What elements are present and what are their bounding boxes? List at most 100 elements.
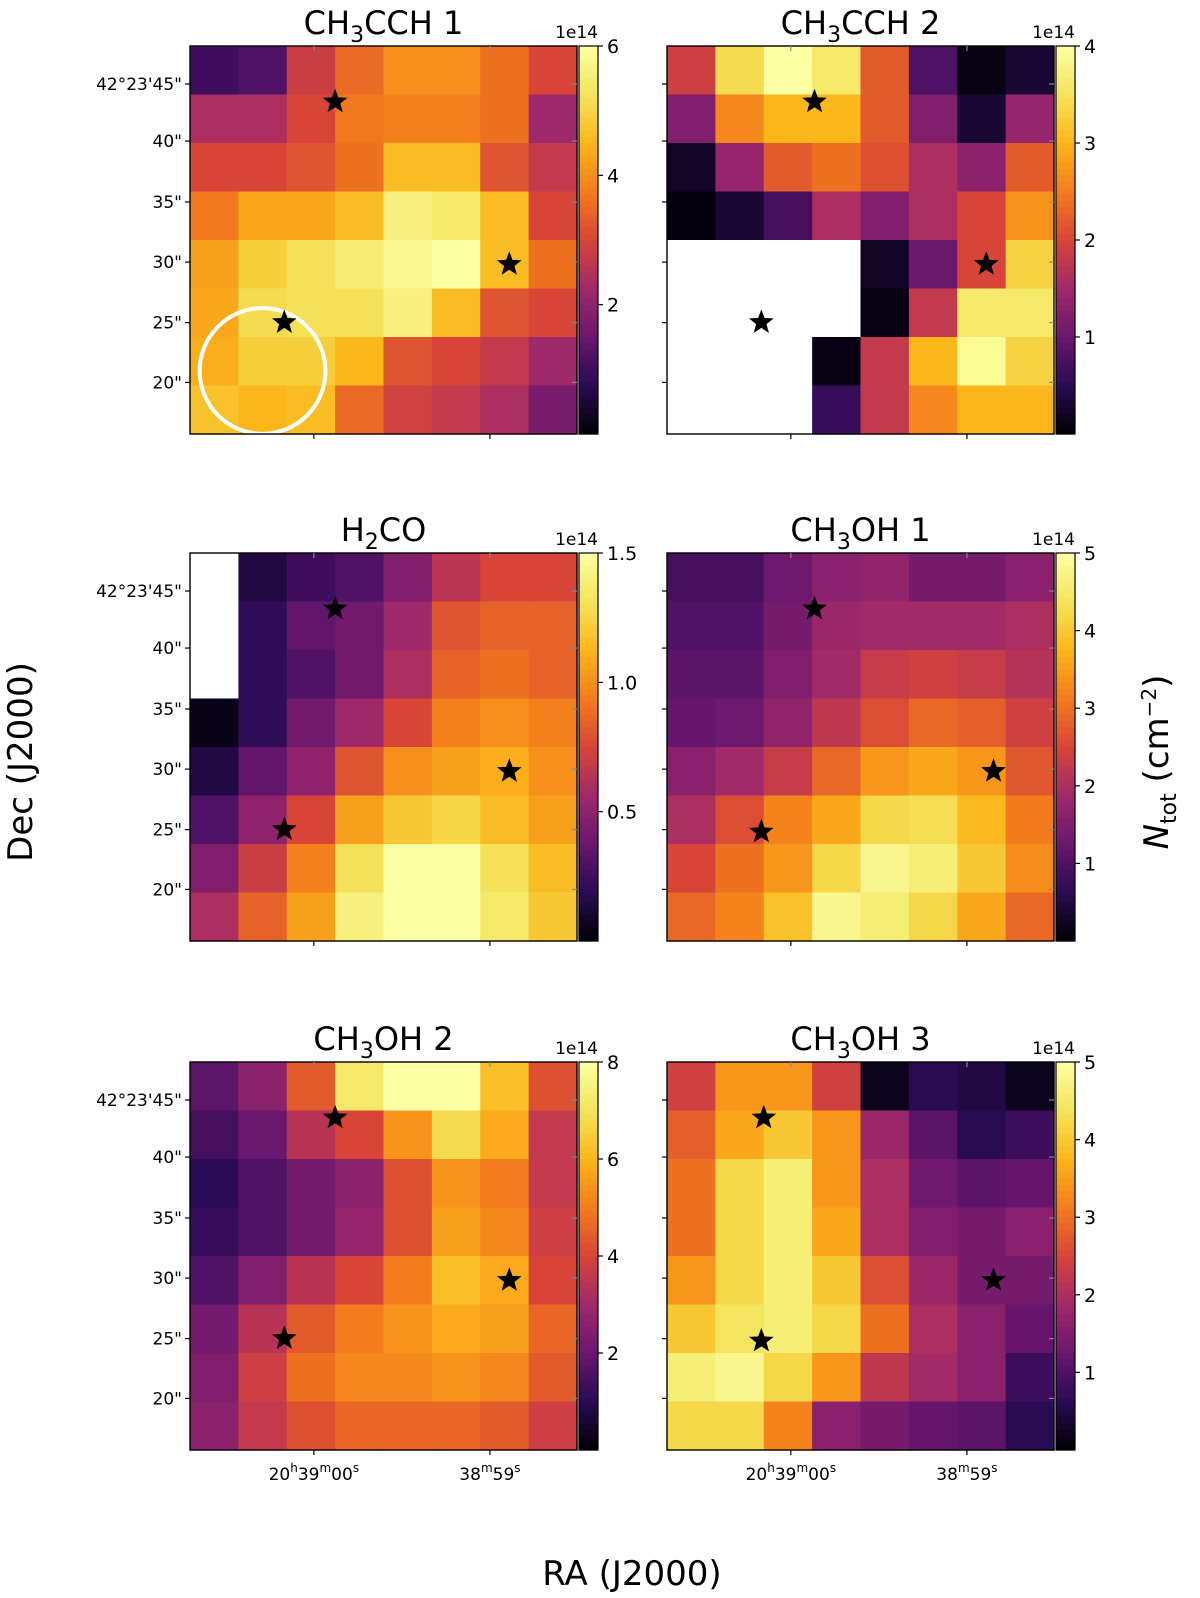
heatmap-cell [957,143,1007,193]
heatmap-cell [335,1159,385,1209]
colorbar-segment [1056,382,1075,390]
colorbar-segment [1056,317,1075,325]
heatmap-cell [812,844,862,894]
colorbar-segment [1056,565,1075,573]
heatmap-cell [1005,1159,1055,1209]
heatmap-cell [763,747,813,797]
colorbar-segment [1056,882,1075,890]
heatmap-cell [528,698,578,748]
heatmap-cell [812,191,862,241]
heatmap-cell [667,1062,716,1112]
heatmap-cell [528,143,578,193]
colorbar-segment [1056,818,1075,826]
heatmap-cell [667,747,716,797]
colorbar-segment [579,382,598,390]
colorbar-segment [1056,1165,1075,1173]
heatmap-cell [528,191,578,241]
heatmap-cell [715,698,765,748]
colorbar-segment [579,759,598,767]
colorbar-segment [1056,908,1075,916]
heatmap-cell [528,747,578,797]
heatmap-cells [667,553,1055,942]
colorbar-segment [579,798,598,806]
colorbar: 2 4 6 8 1e14 [555,1039,619,1451]
heatmap-cell [1005,892,1055,942]
heatmap-cell [763,844,813,894]
colorbar-tick-label: 1.5 [607,543,637,565]
colorbar-frame [1055,1061,1076,1451]
heatmap-cell [860,892,910,942]
heatmap-cell [908,601,958,651]
heatmap-cell [812,1207,862,1257]
heatmap-cell [431,1353,481,1403]
colorbar: 1 2 3 4 1e14 [1032,23,1096,435]
heatmap-cell [383,94,433,144]
heatmap-cell [715,191,765,241]
colorbar-tick-label: 1.0 [607,672,637,694]
colorbar-segment [579,882,598,890]
colorbar-segment [579,278,598,286]
heatmap-cell [286,1110,336,1160]
dec-tick-label: 30" [153,1269,182,1289]
colorbar-segment [579,1424,598,1432]
colorbar-segment [1056,624,1075,632]
heatmap-cell [431,698,481,748]
heatmap-cell [431,240,481,290]
heatmap-cell [908,1304,958,1354]
heatmap-cell [715,747,765,797]
colorbar-segment [579,921,598,929]
colorbar-segment [1056,740,1075,748]
colorbar-segment [579,317,598,325]
colorbar-segment [1056,1281,1075,1289]
heatmap-cell [190,46,239,96]
heatmap-cell [667,1401,716,1451]
colorbar-segment [579,356,598,364]
colorbar-segment [1056,915,1075,923]
heatmap-cell [860,1207,910,1257]
colorbar-segment [579,1230,598,1238]
colorbar-segment [579,194,598,202]
colorbar-segment [579,753,598,761]
heatmap-cell [286,698,336,748]
colorbar-segment [579,1074,598,1082]
heatmap-cell [383,1256,433,1306]
colorbar-tick-label: 4 [607,1246,619,1268]
colorbar-segment [1056,747,1075,755]
heatmap-cell [860,1159,910,1209]
heatmap-cell [715,1256,765,1306]
colorbar-segment [579,1236,598,1244]
heatmap-cell [667,46,716,96]
heatmap-cell [528,601,578,651]
colorbar-segment [1056,194,1075,202]
colorbar-segment [579,1301,598,1309]
colorbar-segment [1056,330,1075,338]
heatmap-cell [480,892,530,942]
colorbar-segment [1056,181,1075,189]
colorbar-segment [579,578,598,586]
colorbar-segment [1056,889,1075,897]
colorbar-segment [1056,863,1075,871]
star-marker [981,758,1006,782]
heatmap-cell [812,143,862,193]
colorbar-segment [579,630,598,638]
colorbar-segment [1056,1275,1075,1283]
heatmap-cell [763,1353,813,1403]
colorbar-segment [579,233,598,241]
heatmap-cell [335,892,385,942]
heatmap-cell [335,337,385,387]
colorbar-segment [579,1062,598,1070]
colorbar-segment [1056,1430,1075,1438]
heatmap-cell [667,1256,716,1306]
heatmap-cell [763,94,813,144]
heatmap-cell [812,795,862,845]
colorbar-segment [1056,58,1075,66]
heatmap-cell [190,553,239,603]
heatmap-cell [860,795,910,845]
colorbar-segment [579,604,598,612]
colorbar-segment [579,343,598,351]
colorbar-tick-label: 1 [1084,327,1096,349]
colorbar-segment [1056,388,1075,396]
heatmap-cell [1005,94,1055,144]
heatmap-cell [957,1401,1007,1451]
